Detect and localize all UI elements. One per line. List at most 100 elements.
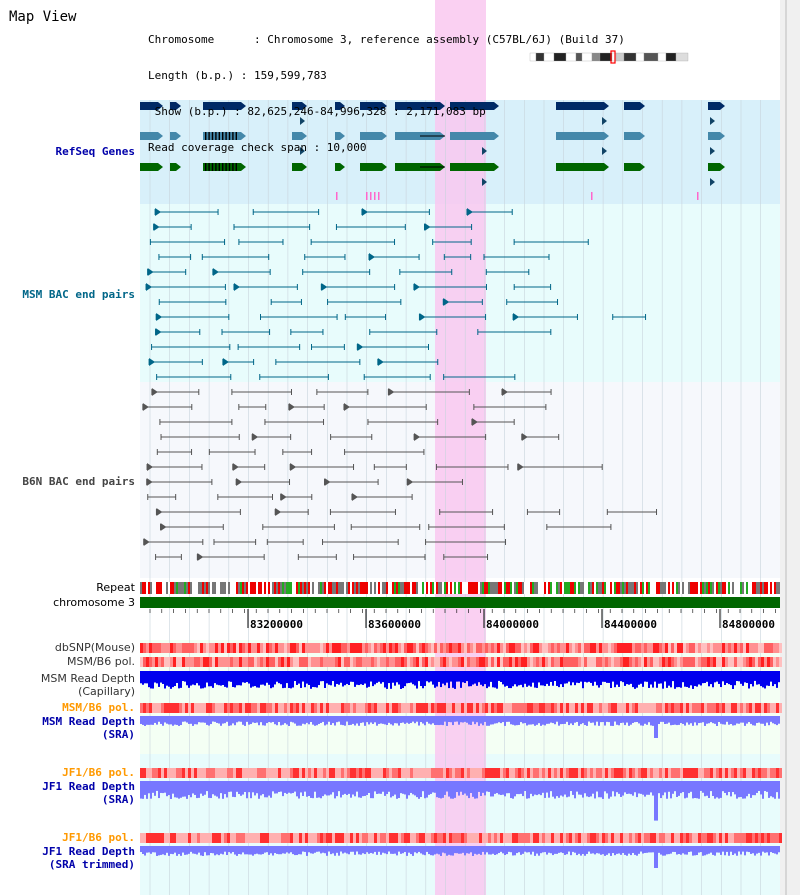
jf1-depth-trim-bar	[148, 846, 150, 853]
msm-bac-label[interactable]: MSM BAC end pairs	[22, 288, 135, 301]
jf1-depth-trim-bar	[498, 846, 500, 854]
jf1-pol-trim-heat-cell	[245, 833, 248, 843]
jf1-pol-trim-heat-cell	[305, 833, 308, 843]
jf1-pol-trim-heat-cell	[179, 833, 182, 843]
jf1-depth-trim-bar	[708, 846, 710, 854]
b6n-bac-label[interactable]: B6N BAC end pairs	[22, 475, 135, 488]
msm-pol-heat-cell	[539, 657, 542, 667]
msm-pol-sra-heat-cell	[158, 703, 161, 713]
jf1-depth-sra-bar	[164, 781, 166, 793]
msm-depth-capillary-bar	[676, 671, 678, 688]
msm-pol-heat-cell	[743, 657, 746, 667]
dbsnp-label[interactable]: dbSNP(Mouse)	[54, 641, 135, 654]
msm-depth-sra-bar	[648, 716, 650, 723]
msm-pol-sra-heat-cell	[758, 703, 761, 713]
msm-pol-sra-heat-cell	[656, 703, 659, 713]
msm-depth-capillary-bar	[380, 671, 382, 684]
refseq-genes-label[interactable]: RefSeq Genes	[55, 145, 135, 158]
msm-pol-heat-cell	[632, 657, 635, 667]
jf1-pol-trim-heat-cell	[530, 833, 533, 843]
repeat-element	[390, 582, 392, 594]
msm-pol-sra-heat-cell	[395, 703, 398, 713]
msm-depth-sra-bar	[754, 716, 756, 726]
jf1-pol-label[interactable]: JF1/B6 pol.	[62, 766, 135, 779]
msm-depth-capillary-bar	[696, 671, 698, 687]
msm-pol-heat-cell	[497, 657, 500, 667]
repeat-element	[628, 582, 630, 594]
repeat-element	[184, 582, 186, 594]
msm-pol-heat-cell	[551, 657, 554, 667]
jf1-pol-trim-heat-cell	[539, 833, 542, 843]
jf1-pol-trim-heat-cell	[761, 833, 764, 843]
msm-depth-sra-bar	[746, 716, 748, 724]
repeat-element	[300, 582, 302, 594]
jf1-pol-trim-heat-cell	[686, 833, 689, 843]
msm-pol-label[interactable]: MSM/B6 pol.	[67, 655, 135, 668]
repeat-element	[304, 582, 306, 594]
jf1-depth-trim-bar	[514, 846, 516, 856]
dbsnp-heat-cell	[164, 643, 167, 653]
refseq-gene-exon	[395, 102, 440, 110]
jf1-depth-sra-bar	[432, 781, 434, 793]
jf1-pol-heat-cell	[257, 768, 260, 778]
jf1-depth-trim-bar	[330, 846, 332, 855]
msm-depth-capillary-bar	[188, 671, 190, 688]
jf1-pol-heat-cell	[428, 768, 431, 778]
msm-pol-sra-label[interactable]: MSM/B6 pol.	[62, 701, 135, 714]
msm-depth-sra-bar	[320, 716, 322, 723]
dbsnp-heat-cell	[551, 643, 554, 653]
msm-pol-sra-heat-cell	[353, 703, 356, 713]
msm-pol-sra-heat-cell	[311, 703, 314, 713]
jf1-depth-trim-label-1[interactable]: JF1 Read Depth	[42, 845, 135, 858]
msm-pol-sra-heat-cell	[548, 703, 551, 713]
jf1-pol-trim-heat-cell	[242, 833, 245, 843]
repeat-element	[220, 582, 222, 594]
msm-depth-sra-bar	[492, 716, 494, 725]
jf1-depth-sra-bar	[284, 781, 286, 793]
repeat-element	[608, 582, 610, 594]
jf1-pol-trim-label[interactable]: JF1/B6 pol.	[62, 831, 135, 844]
jf1-pol-heat-cell	[308, 768, 311, 778]
msm-depth-capillary-bar	[498, 671, 500, 681]
dbsnp-heat-cell	[161, 643, 164, 653]
jf1-depth-sra-bar	[728, 781, 730, 792]
jf1-depth-trim-bar	[164, 846, 166, 856]
refseq-marker	[366, 192, 368, 200]
jf1-pol-trim-heat-cell	[575, 833, 578, 843]
jf1-depth-sra-label-1[interactable]: JF1 Read Depth	[42, 780, 135, 793]
dbsnp-heat-cell	[359, 643, 362, 653]
msm-depth-sra-bar	[270, 716, 272, 723]
msm-depth-sra-label-1[interactable]: MSM Read Depth	[42, 715, 135, 728]
msm-pol-sra-heat-cell	[350, 703, 353, 713]
jf1-pol-heat-cell	[242, 768, 245, 778]
msm-depth-capillary-bar	[204, 671, 206, 688]
msm-pol-sra-heat-cell	[206, 703, 209, 713]
msm-depth-capillary-bar	[508, 671, 510, 689]
msm-depth-sra-bar	[752, 716, 754, 726]
msm-depth-capillary-bar	[690, 671, 692, 686]
msm-depth-capillary-bar	[220, 671, 222, 686]
refseq-gene-strand-arrow	[604, 163, 609, 171]
refseq-gene-strand-arrow	[176, 163, 181, 171]
msm-pol-heat-cell	[326, 657, 329, 667]
jf1-depth-trim-bar	[446, 846, 448, 856]
msm-pol-sra-heat-cell	[407, 703, 410, 713]
jf1-depth-sra-bar	[636, 781, 638, 798]
jf1-pol-trim-heat-cell	[362, 833, 365, 843]
jf1-depth-sra-bar	[582, 781, 584, 798]
jf1-pol-heat-cell	[374, 768, 377, 778]
jf1-depth-trim-bar	[704, 846, 706, 856]
msm-depth-capillary-label-1[interactable]: MSM Read Depth	[40, 672, 135, 685]
msm-depth-capillary-bar	[166, 671, 168, 686]
repeat-element	[636, 582, 638, 594]
msm-depth-sra-bar	[364, 716, 366, 726]
jf1-depth-trim-bar	[470, 846, 472, 853]
msm-depth-capillary-bar	[186, 671, 188, 686]
msm-pol-sra-heat-cell	[359, 703, 362, 713]
jf1-pol-heat-cell	[473, 768, 476, 778]
refseq-gene-strand-arrow	[602, 147, 607, 155]
jf1-depth-trim-bar	[422, 846, 424, 855]
jf1-depth-sra-bar	[466, 781, 468, 796]
msm-depth-sra-bar	[564, 716, 566, 724]
